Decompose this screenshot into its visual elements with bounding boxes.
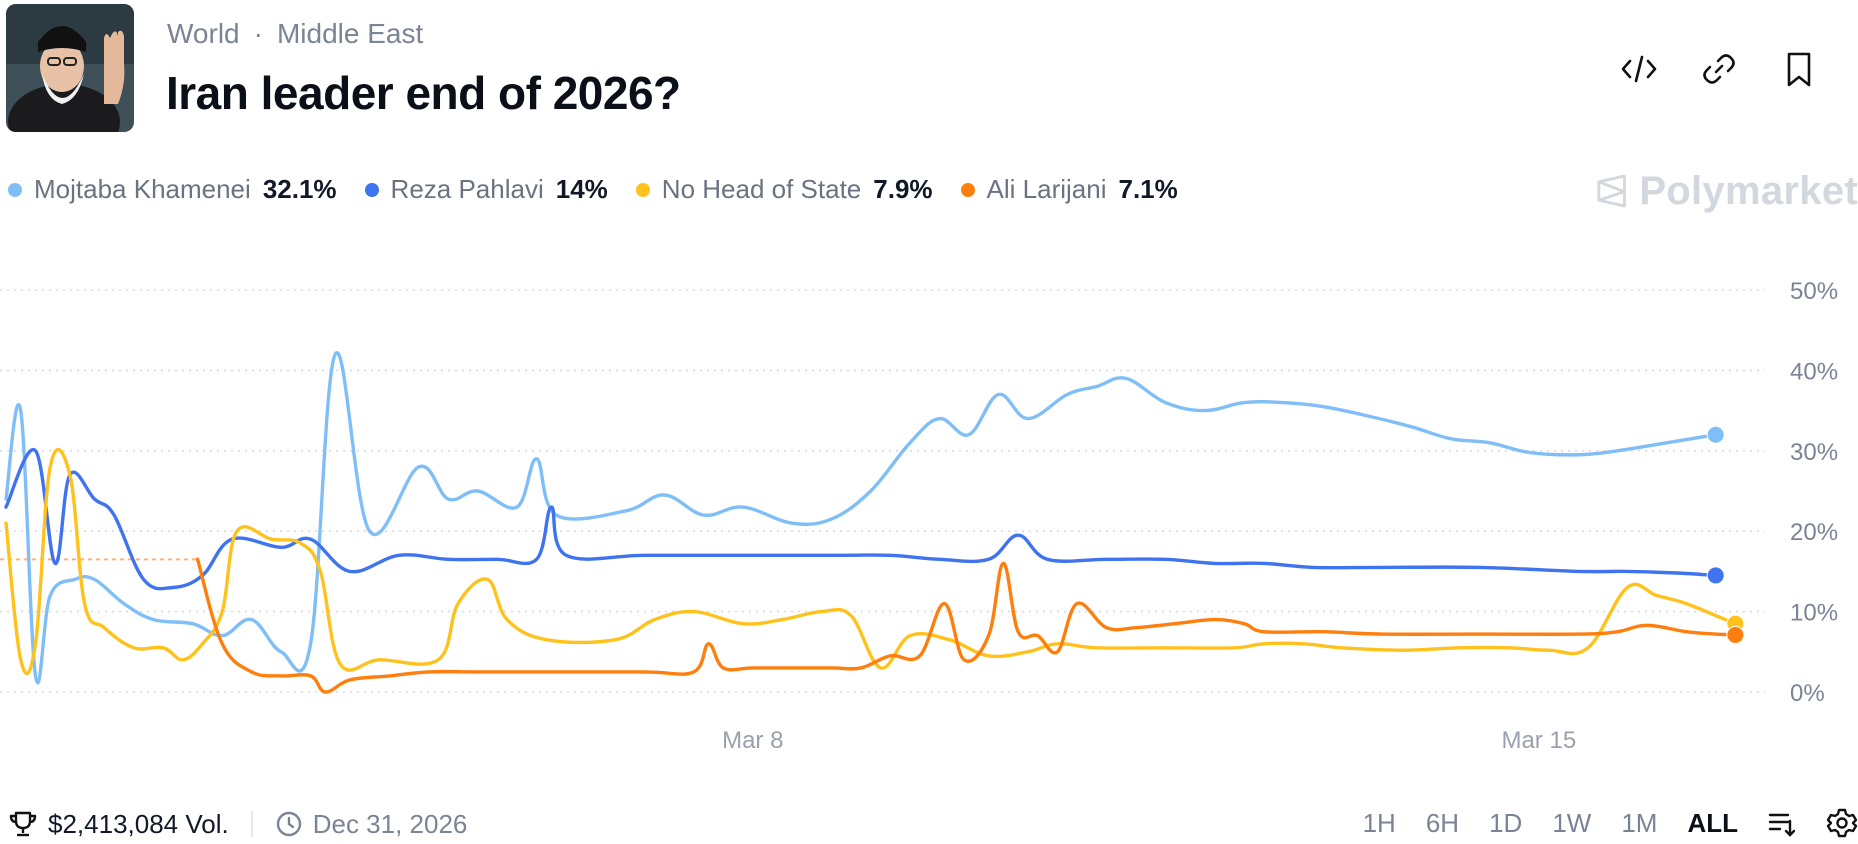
- legend-value: 14%: [555, 174, 608, 204]
- legend-item-ali-larijani[interactable]: Ali Larijani 7.1%: [960, 174, 1178, 205]
- legend-dot: [8, 182, 22, 197]
- range-all[interactable]: ALL: [1687, 807, 1738, 838]
- series-line-mojtaba-khamenei: [4, 351, 1718, 685]
- y-tick-label: 10%: [1790, 600, 1838, 627]
- breadcrumb-middle-east[interactable]: Middle East: [276, 18, 424, 49]
- brand-name: Polymarket: [1639, 168, 1858, 213]
- legend-dot: [960, 182, 975, 197]
- range-1h[interactable]: 1H: [1362, 807, 1396, 838]
- legend-value: 7.1%: [1118, 174, 1178, 204]
- bookmark-icon[interactable]: [1778, 48, 1820, 90]
- embed-code-icon[interactable]: [1618, 48, 1660, 90]
- volume-label: $2,413,084 Vol.: [48, 808, 229, 839]
- chart-legend: Mojtaba Khamenei 32.1% Reza Pahlavi 14% …: [8, 174, 1206, 205]
- range-1w[interactable]: 1W: [1552, 807, 1592, 838]
- header-actions: [1618, 48, 1858, 90]
- market-title: Iran leader end of 2026?: [166, 67, 681, 119]
- sort-lines-icon[interactable]: [1766, 807, 1798, 839]
- market-thumbnail: [6, 4, 134, 132]
- legend-label: Ali Larijani: [986, 174, 1107, 204]
- y-tick-label: 40%: [1790, 358, 1838, 385]
- polymarket-watermark: Polymarket: [1596, 166, 1858, 216]
- series-end-dot-mojtaba-khamenei: [1706, 425, 1725, 444]
- range-1d[interactable]: 1D: [1489, 807, 1523, 838]
- series-line-no-head-of-state: [4, 447, 1737, 676]
- breadcrumb-world[interactable]: World: [167, 18, 240, 49]
- y-tick-label: 20%: [1790, 519, 1838, 546]
- legend-label: Mojtaba Khamenei: [34, 174, 251, 204]
- legend-dot: [635, 182, 650, 197]
- price-chart[interactable]: 0% 10% 20% 30% 40% 50% Mar 8 Mar 15: [0, 260, 1858, 770]
- trophy-icon: [9, 811, 37, 837]
- breadcrumb-separator: ·: [253, 18, 263, 49]
- footer-divider: [250, 811, 253, 837]
- range-1m[interactable]: 1M: [1621, 807, 1658, 838]
- legend-item-reza-pahlavi[interactable]: Reza Pahlavi 14%: [364, 174, 608, 205]
- y-tick-label: 50%: [1790, 278, 1838, 305]
- legend-label: No Head of State: [661, 174, 862, 204]
- legend-dot: [364, 182, 379, 197]
- series-line-ali-larijani: [195, 557, 1737, 694]
- legend-label: Reza Pahlavi: [390, 174, 544, 204]
- legend-value: 7.9%: [873, 174, 933, 204]
- market-footer: $2,413,084 Vol. Dec 31, 2026: [8, 804, 467, 844]
- range-6h[interactable]: 6H: [1425, 807, 1460, 838]
- series-end-dot-reza-pahlavi: [1706, 566, 1725, 585]
- legend-item-mojtaba-khamenei[interactable]: Mojtaba Khamenei 32.1%: [8, 174, 337, 205]
- market-thumbnail-image: [6, 4, 134, 132]
- y-tick-label: 0%: [1790, 680, 1825, 707]
- breadcrumb: World · Middle East: [167, 18, 423, 50]
- legend-item-no-head-of-state[interactable]: No Head of State 7.9%: [635, 174, 933, 205]
- end-date: Dec 31, 2026: [312, 808, 468, 839]
- x-tick-label: Mar 8: [722, 727, 783, 754]
- time-range-selector: 1H 6H 1D 1W 1M ALL: [1333, 803, 1858, 843]
- link-icon[interactable]: [1698, 48, 1740, 90]
- clock-icon: [276, 811, 301, 837]
- legend-value: 32.1%: [262, 174, 337, 204]
- x-tick-label: Mar 15: [1501, 727, 1576, 754]
- polymarket-logo-icon: [1597, 174, 1626, 208]
- series-end-dot-ali-larijani: [1726, 625, 1745, 644]
- y-tick-label: 30%: [1790, 439, 1838, 466]
- series-line-reza-pahlavi: [4, 447, 1718, 591]
- settings-gear-icon[interactable]: [1826, 807, 1858, 839]
